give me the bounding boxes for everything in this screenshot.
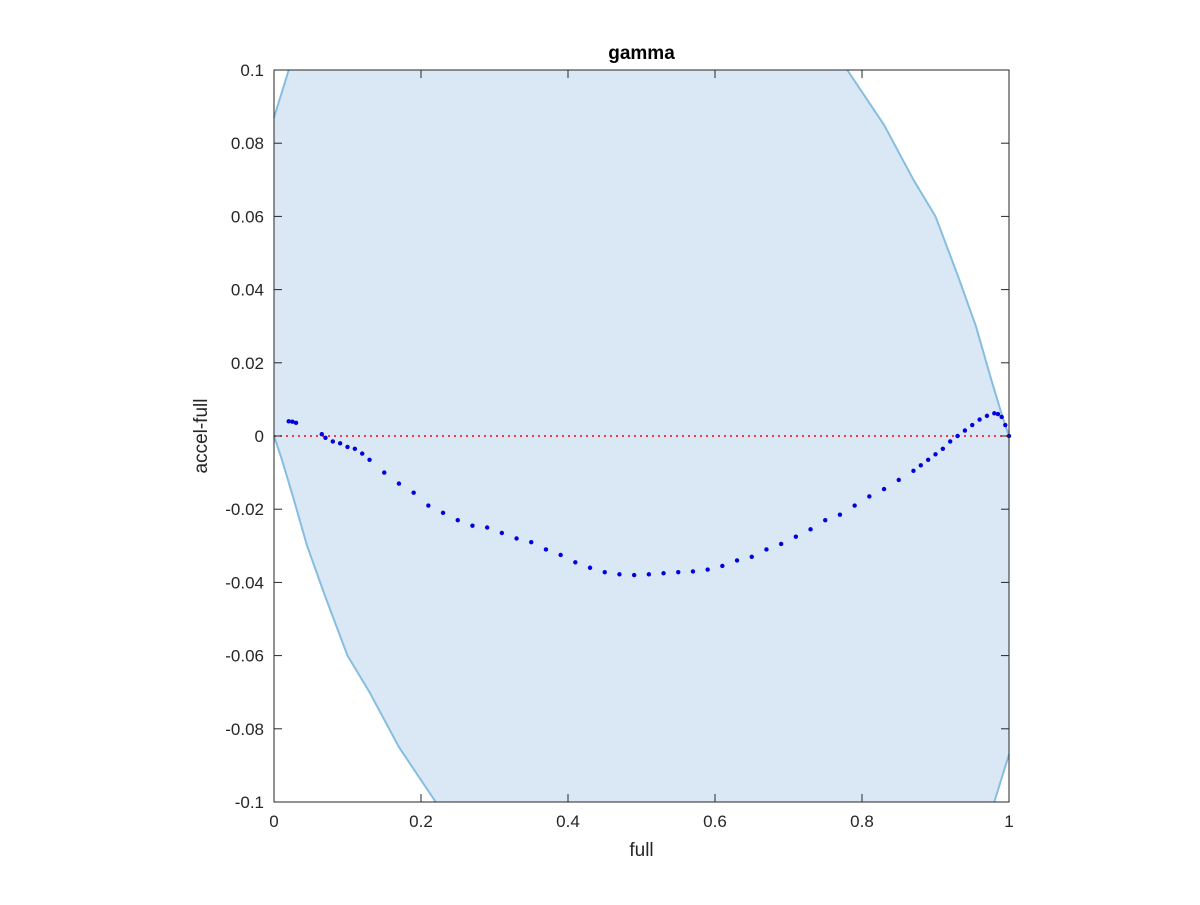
data-point [323,435,328,441]
data-point [617,572,622,577]
y-tick-label: -0.08 [225,720,264,739]
data-point [514,536,519,541]
y-tick-label: -0.1 [235,793,264,812]
band-edge-lower-right [993,754,1010,803]
data-point [808,527,813,532]
data-point [558,552,563,558]
y-tick-label: 0.08 [231,134,264,153]
data-point [602,569,607,575]
data-point [646,572,652,577]
data-point [319,431,324,437]
data-point [955,433,960,439]
y-tick-label: 0.1 [240,61,264,80]
x-tick-label: 0 [269,812,278,831]
data-point [360,451,365,456]
y-tick-label: -0.02 [225,500,264,519]
data-point [984,413,990,419]
y-tick-label: -0.04 [225,573,264,592]
x-axis-label: full [629,840,653,861]
chart-title: gamma [608,43,675,64]
data-point [823,517,828,523]
y-axis: -0.1 -0.08 -0.06 -0.04 -0.02 0 0.02 0.04 0.06 0.0… [225,61,1009,812]
data-point [631,572,637,578]
data-point [690,569,696,574]
x-tick-label: 1 [1004,812,1013,831]
data-point [734,558,740,563]
data-points [286,411,1012,578]
data-point [778,541,784,547]
data-point [918,463,923,468]
data-point [749,554,754,559]
band-edge-upper-right [846,69,1010,437]
data-point [543,547,549,552]
data-point [573,560,578,565]
data-point [793,534,799,539]
y-axis-label: accel-full [191,399,212,474]
data-point [440,510,446,516]
data-point [587,565,593,570]
y-tick-label: 0.06 [231,207,264,226]
data-point [411,490,416,495]
data-point [940,446,946,452]
data-point [286,419,291,424]
data-point [881,486,887,492]
data-point [676,569,681,575]
x-tick-label: 0.8 [850,812,874,831]
data-point [396,481,402,486]
data-point [705,567,710,572]
data-point [837,512,843,517]
x-tick-label: 0.2 [409,812,433,831]
data-point [529,539,534,545]
data-point [484,525,490,530]
data-point [948,439,953,444]
data-point [345,444,350,450]
data-point [1003,422,1008,428]
x-tick-label: 0.4 [556,812,580,831]
data-point [962,428,968,433]
band-edge-lower-left [273,435,437,803]
y-tick-label: 0 [255,427,264,446]
data-point [455,517,460,523]
data-point [499,530,505,536]
data-point [720,563,725,569]
data-point [999,414,1004,420]
band-edge-upper-left [273,69,290,118]
data-point [977,417,982,422]
data-point [925,457,931,462]
data-point [995,411,1001,417]
data-point [470,523,475,528]
data-point [293,420,299,426]
data-point [367,457,372,462]
y-tick-label: 0.04 [231,281,264,300]
data-point [867,494,872,499]
data-point [426,503,431,508]
data-point [911,468,916,473]
data-point [661,571,666,576]
data-point [330,439,335,444]
data-point [290,419,295,424]
data-point [992,411,997,416]
data-point [382,470,387,475]
x-axis: 0 0.2 0.4 0.6 0.8 1 [269,70,1014,831]
data-point [896,477,901,483]
y-tick-label: 0.02 [231,354,264,373]
data-point [764,547,769,552]
x-tick-label: 0.6 [703,812,727,831]
y-tick-label: -0.06 [225,647,264,666]
data-point [352,446,358,452]
data-point [852,503,857,508]
data-point [933,452,938,457]
data-point [970,422,975,428]
data-point [337,441,343,446]
